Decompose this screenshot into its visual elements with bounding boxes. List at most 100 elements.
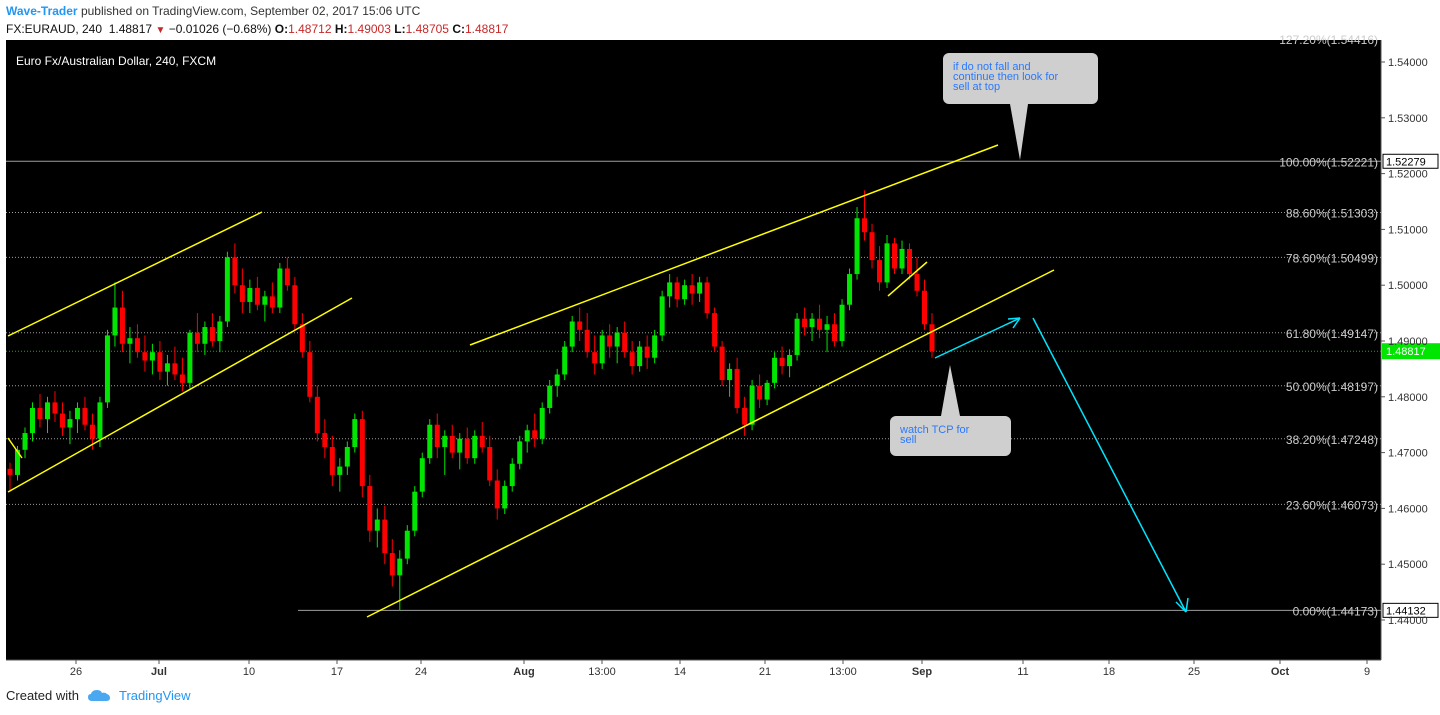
publish-info: Wave-Trader published on TradingView.com… bbox=[6, 4, 420, 18]
candle-body bbox=[854, 218, 860, 275]
arrowhead-icon bbox=[1007, 317, 1021, 329]
y-tick-label: 1.46000 bbox=[1388, 503, 1428, 515]
candle-body bbox=[247, 287, 253, 302]
candle-body bbox=[479, 435, 485, 448]
candle-body bbox=[802, 318, 808, 328]
candle-body bbox=[329, 447, 335, 475]
y-tick-label: 1.52000 bbox=[1388, 169, 1428, 181]
candle-body bbox=[52, 402, 58, 414]
candle-body bbox=[104, 335, 110, 403]
footer: Created with TradingView bbox=[6, 688, 191, 703]
candle-body bbox=[472, 435, 478, 459]
candle-body bbox=[757, 385, 763, 400]
channel-trendline[interactable] bbox=[469, 144, 999, 346]
channel-trendline[interactable] bbox=[366, 269, 1055, 618]
candle-body bbox=[787, 354, 793, 367]
candle-body bbox=[494, 480, 500, 509]
candle-body bbox=[142, 352, 148, 361]
channel-trendline[interactable] bbox=[7, 297, 353, 493]
candle-body bbox=[74, 407, 80, 420]
time-axis[interactable] bbox=[6, 660, 1440, 678]
candle-body bbox=[89, 424, 95, 439]
callout-box bbox=[890, 416, 1011, 456]
candle-body bbox=[119, 307, 125, 344]
channel-trendline[interactable] bbox=[887, 261, 928, 297]
symbol-info-bar: FX:EURAUD, 240 1.48817 ▼ −0.01026 (−0.68… bbox=[6, 22, 508, 36]
author-link[interactable]: Wave-Trader bbox=[6, 4, 78, 18]
candle-body bbox=[14, 449, 20, 475]
candle-body bbox=[682, 285, 688, 300]
candle-body bbox=[382, 519, 388, 554]
candle-body bbox=[37, 407, 43, 420]
projection-up-line[interactable] bbox=[934, 317, 1021, 359]
candles bbox=[7, 190, 935, 611]
callout-text: watch TCP for bbox=[899, 424, 970, 436]
x-tick-label: 21 bbox=[759, 666, 771, 678]
close-label: C: bbox=[452, 22, 465, 36]
candle-body bbox=[352, 419, 358, 448]
candle-body bbox=[562, 346, 568, 375]
fib-retracement[interactable]: 100.00%(1.52221) 1.52279 88.60%(1.51303) 78… bbox=[6, 153, 1440, 618]
candle-body bbox=[344, 447, 350, 467]
candle-body bbox=[869, 232, 875, 261]
candle-body bbox=[314, 396, 320, 434]
price-box bbox=[1382, 153, 1439, 169]
candle-body bbox=[809, 318, 815, 328]
low-label: L: bbox=[394, 22, 406, 36]
cloud-logo-icon bbox=[87, 689, 110, 701]
fib-level-label: 38.20%(1.47248) bbox=[1286, 433, 1378, 447]
candle-body bbox=[539, 407, 545, 439]
candle-body bbox=[749, 385, 755, 425]
channel-trendline[interactable] bbox=[7, 437, 23, 459]
candle-body bbox=[914, 274, 920, 291]
tradingview-link[interactable]: TradingView bbox=[118, 688, 191, 703]
candle-body bbox=[689, 285, 695, 294]
channel-trendline[interactable] bbox=[7, 211, 263, 337]
x-tick-label: Oct bbox=[1271, 666, 1290, 678]
current-price-tag-label: 1.48817 bbox=[1386, 346, 1426, 358]
fib-level-label: 23.60%(1.46073) bbox=[1286, 498, 1378, 512]
candle-body bbox=[239, 285, 245, 302]
low-value: 1.48705 bbox=[405, 22, 449, 36]
candle-body bbox=[659, 296, 665, 336]
candle-body bbox=[44, 402, 50, 420]
projection-down-line[interactable] bbox=[1032, 317, 1187, 613]
candle-body bbox=[697, 282, 703, 294]
x-tick-label: 17 bbox=[331, 666, 343, 678]
candle-body bbox=[704, 282, 710, 314]
high-label: H: bbox=[334, 22, 348, 36]
candle-body bbox=[59, 413, 65, 428]
candle-body bbox=[67, 419, 73, 428]
candle-body bbox=[194, 332, 200, 344]
candle-body bbox=[892, 243, 898, 269]
candle-body bbox=[509, 463, 515, 487]
candle-body bbox=[374, 519, 380, 531]
candle-body bbox=[554, 374, 560, 386]
fib-level-label: 78.60%(1.50499) bbox=[1286, 251, 1378, 265]
symbol-label: FX:EURAUD, 240 bbox=[6, 22, 103, 36]
y-tick-label: 1.54000 bbox=[1388, 57, 1428, 69]
candle-body bbox=[232, 257, 238, 286]
candle-body bbox=[224, 257, 230, 322]
y-tick-label: 1.48000 bbox=[1388, 392, 1428, 404]
x-tick-label: 13:00 bbox=[588, 666, 616, 678]
candle-body bbox=[97, 402, 103, 439]
candle-body bbox=[434, 424, 440, 448]
x-tick-label: 26 bbox=[70, 666, 82, 678]
plot-area[interactable] bbox=[6, 40, 1381, 660]
callout-text: sell at top bbox=[953, 81, 1000, 93]
candle-body bbox=[322, 433, 328, 448]
candle-body bbox=[262, 296, 268, 305]
x-tick-label: Sep bbox=[912, 666, 932, 678]
candle-body bbox=[254, 287, 260, 305]
candle-body bbox=[877, 260, 883, 283]
fib-level-label: 0.00%(1.44173) bbox=[1293, 604, 1378, 618]
candle-body bbox=[622, 332, 628, 353]
callout-pointer bbox=[1010, 104, 1028, 160]
candle-body bbox=[127, 338, 133, 344]
candle-body bbox=[164, 363, 170, 372]
